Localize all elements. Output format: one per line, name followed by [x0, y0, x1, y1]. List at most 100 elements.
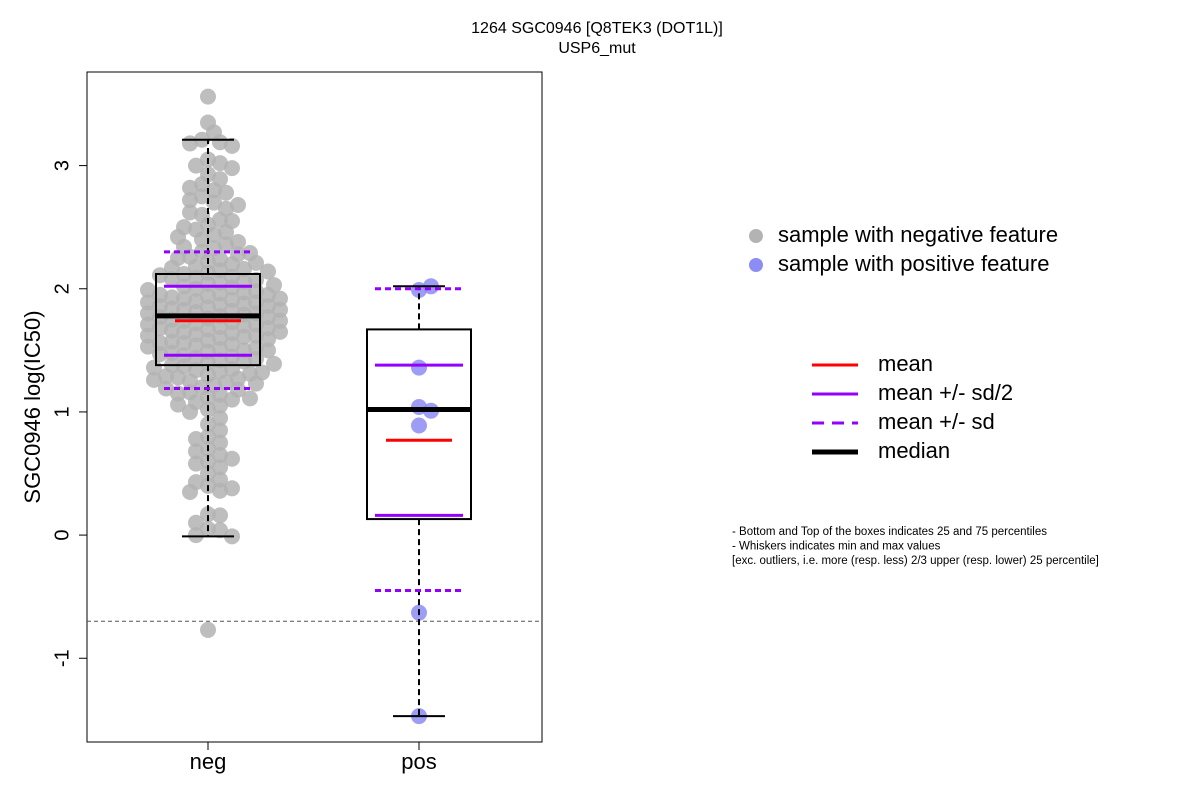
point [182, 135, 198, 152]
point [212, 482, 228, 499]
point [212, 318, 228, 335]
point [164, 300, 180, 317]
point [140, 305, 156, 322]
plot-frame [86, 71, 543, 743]
point [140, 294, 156, 311]
y-tick-label: 2 [51, 283, 73, 294]
point [164, 289, 180, 306]
point [200, 366, 216, 383]
point [212, 434, 228, 451]
point [212, 397, 228, 414]
point [188, 280, 204, 297]
point [212, 296, 228, 313]
point [176, 290, 192, 307]
point [188, 315, 204, 332]
point [266, 355, 282, 372]
point [212, 134, 228, 151]
note: - Whiskers indicates min and max values [732, 541, 941, 553]
point [224, 137, 240, 154]
point [200, 88, 216, 105]
point [176, 358, 192, 375]
point [182, 204, 198, 221]
legend-label: mean +/- sd/2 [878, 380, 1013, 405]
point [200, 465, 216, 482]
legend-marker [749, 229, 763, 243]
point [236, 295, 252, 312]
point [194, 206, 210, 223]
point [212, 410, 228, 427]
point [200, 288, 216, 305]
point [224, 268, 240, 285]
point [188, 293, 204, 310]
point [260, 342, 276, 359]
point [182, 179, 198, 196]
point [212, 447, 228, 464]
point [224, 325, 240, 342]
point [212, 459, 228, 476]
point [200, 332, 216, 349]
point [188, 527, 204, 544]
point [170, 396, 186, 413]
legend-marker [749, 258, 763, 272]
legend-label: sample with negative feature [778, 222, 1058, 247]
point [200, 453, 216, 470]
point [200, 321, 216, 338]
point [164, 344, 180, 361]
point [206, 194, 222, 211]
point [230, 233, 246, 250]
point [272, 323, 288, 340]
point [272, 301, 288, 318]
point [224, 160, 240, 177]
point [212, 422, 228, 439]
y-tick-label: 3 [51, 160, 73, 171]
point [212, 507, 228, 524]
y-axis-label: SGC0946 log(IC50) [20, 310, 45, 503]
point [260, 263, 276, 280]
point [176, 323, 192, 340]
point [140, 316, 156, 333]
point [188, 443, 204, 460]
chart-title: 1264 SGC0946 [Q8TEK3 (DOT1L)] [471, 20, 723, 37]
chart-subtitle: USP6_mut [558, 40, 636, 57]
point [272, 290, 288, 307]
point [200, 354, 216, 371]
legend-label: median [878, 438, 950, 463]
point [146, 371, 162, 388]
point [212, 155, 228, 172]
point [182, 403, 198, 420]
y-tick-label: 0 [51, 530, 73, 541]
note: - Bottom and Top of the boxes indicates … [732, 526, 1047, 538]
point [176, 334, 192, 351]
box [366, 328, 472, 521]
point [194, 243, 210, 260]
point [260, 320, 276, 337]
point [164, 322, 180, 339]
point [218, 236, 234, 253]
legend-label: sample with positive feature [778, 251, 1049, 276]
point [260, 331, 276, 348]
point [260, 298, 276, 315]
point [224, 291, 240, 308]
point [140, 327, 156, 344]
y-tick-label: 1 [51, 406, 73, 417]
point [188, 455, 204, 472]
point [200, 275, 216, 292]
legend-label: mean [878, 351, 933, 376]
point [411, 359, 427, 376]
point [200, 299, 216, 316]
box [155, 272, 261, 367]
point [146, 359, 162, 376]
point [212, 471, 228, 488]
x-tick-label: pos [401, 749, 436, 774]
point [188, 337, 204, 354]
point [140, 281, 156, 298]
point [158, 368, 174, 385]
point [212, 363, 228, 380]
point [260, 309, 276, 326]
point [230, 246, 246, 263]
point [188, 431, 204, 448]
point [272, 312, 288, 329]
point [242, 390, 258, 407]
point [200, 506, 216, 523]
